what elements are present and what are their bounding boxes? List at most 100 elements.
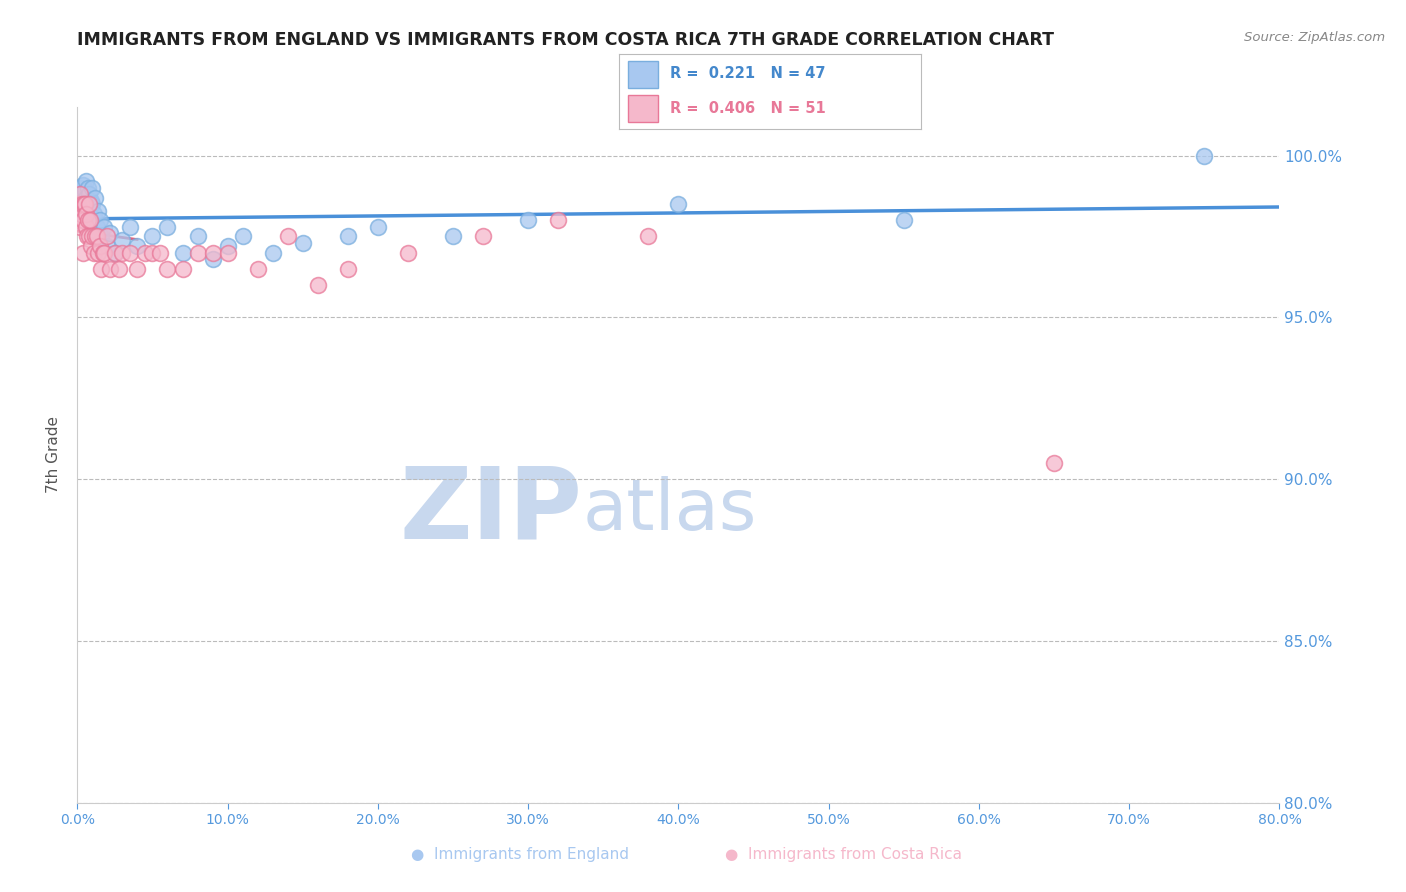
Point [84,191,107,205]
Point [141,245,163,260]
Point [76,213,98,227]
Point [277,229,299,244]
Point [172,261,194,276]
Point [86,229,108,244]
Point [75,219,97,234]
Y-axis label: 7th Grade: 7th Grade [46,417,62,493]
Point [108,261,131,276]
Point [291,235,314,250]
Point [70,187,93,202]
Point [73,200,96,214]
Point [82,181,104,195]
Point [307,278,329,293]
Point [127,239,149,253]
Point [134,245,156,260]
Point [141,229,163,244]
Point [217,245,239,260]
Point [517,213,540,227]
Point [367,219,389,234]
Point [637,229,659,244]
Text: ●  Immigrants from England: ● Immigrants from England [411,847,630,862]
Point [84,229,107,244]
Point [67,207,90,221]
Point [118,219,141,234]
Point [172,245,194,260]
Point [72,213,94,227]
Point [79,187,101,202]
Point [217,239,239,253]
Point [82,229,104,244]
Point [67,197,90,211]
Point [156,219,179,234]
Bar [627,62,658,87]
Point [1194,148,1216,162]
Point [69,187,91,202]
Point [156,261,179,276]
Point [73,184,96,198]
Point [127,261,149,276]
Point [69,197,91,211]
Point [201,252,224,267]
Point [187,245,209,260]
Point [72,194,94,208]
Point [111,245,134,260]
Point [118,245,141,260]
Point [93,219,115,234]
Point [111,233,134,247]
Text: R =  0.221   N = 47: R = 0.221 N = 47 [671,67,825,81]
Point [93,245,115,260]
Point [70,207,93,221]
Point [87,245,110,260]
Point [70,203,93,218]
Point [79,203,101,218]
Point [104,245,127,260]
Point [100,261,122,276]
Point [96,229,118,244]
Point [262,245,284,260]
Point [91,245,114,260]
Point [70,197,93,211]
Point [668,197,690,211]
Text: Source: ZipAtlas.com: Source: ZipAtlas.com [1244,31,1385,45]
Point [72,245,94,260]
Point [86,219,108,234]
Point [547,213,569,227]
Point [75,174,97,188]
Point [87,203,110,218]
Point [90,261,112,276]
Text: ●  Immigrants from Costa Rica: ● Immigrants from Costa Rica [725,847,962,862]
Point [76,229,98,244]
Point [336,229,359,244]
Point [149,245,172,260]
Point [82,197,104,211]
Point [1043,456,1066,470]
Point [80,239,103,253]
Text: ZIP: ZIP [399,462,582,559]
Point [441,229,464,244]
Point [104,245,127,260]
Point [83,245,105,260]
Text: R =  0.406   N = 51: R = 0.406 N = 51 [671,101,825,116]
Point [246,261,269,276]
Point [472,229,495,244]
Point [201,245,224,260]
Point [232,229,254,244]
Point [76,197,98,211]
Text: atlas: atlas [582,476,756,545]
Point [396,245,419,260]
Point [67,213,90,227]
Point [69,181,91,195]
Point [72,178,94,192]
Point [73,197,96,211]
Point [79,213,101,227]
Point [80,194,103,208]
Point [187,229,209,244]
Point [83,207,105,221]
Point [90,229,112,244]
Point [69,219,91,234]
Point [75,191,97,205]
Point [100,226,122,240]
Point [89,239,111,253]
Bar [627,95,658,122]
Point [73,197,96,211]
